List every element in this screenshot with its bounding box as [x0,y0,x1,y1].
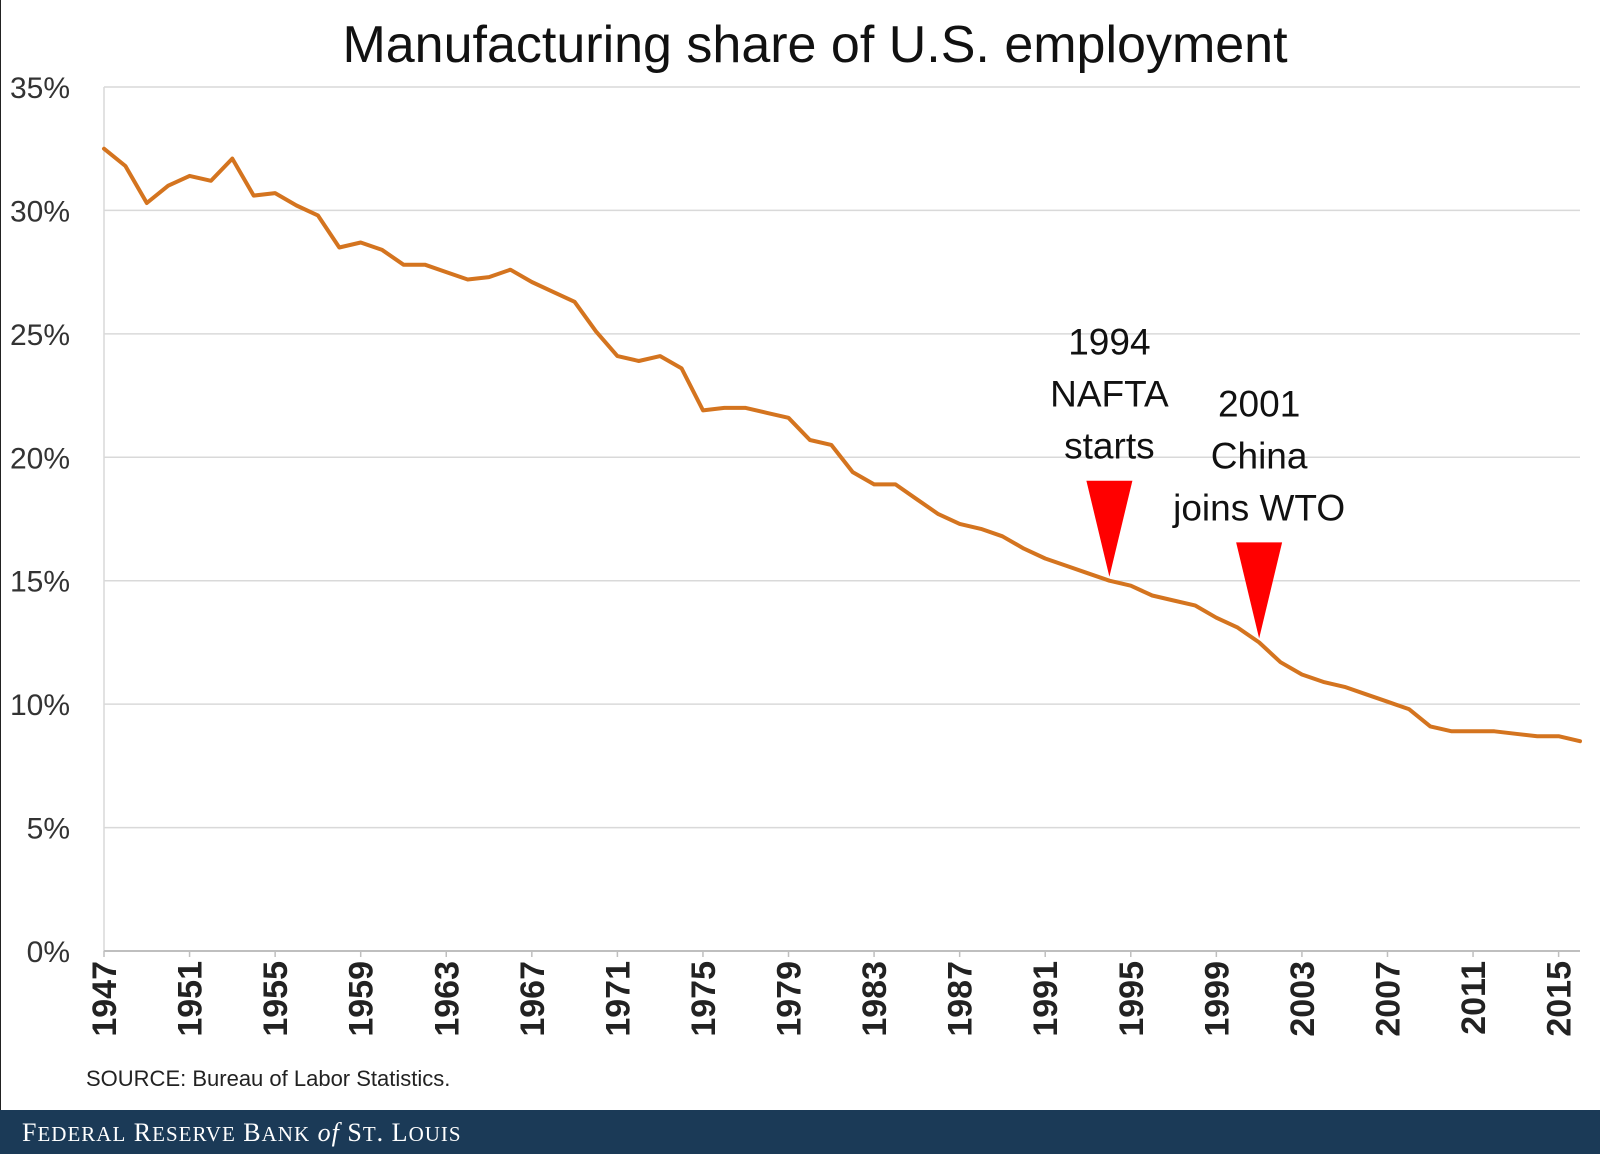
x-tick-label: 2015 [1541,961,1579,1037]
x-tick-label: 1951 [172,961,210,1037]
x-tick-label: 1971 [599,961,637,1037]
series-layer [102,146,1582,744]
x-tick-label: 1987 [942,961,980,1037]
footer-text-st: ST. [347,1118,385,1147]
footer-text-federal: FEDERAL [22,1118,127,1147]
annotation-label: 2001 [1218,383,1300,424]
y-tick-label: 5% [27,813,70,846]
annotation-label: China [1211,435,1308,476]
y-tick-label: 30% [10,195,70,228]
y-axis-ticks: 0% 5% 10% 15% 20% 25% 30% 35% [10,72,70,969]
footer-text-bank: BANK [243,1118,311,1147]
x-axis-ticks: 1947 1951 1955 1959 1963 1967 1971 1975 1979 1983… [86,951,1579,1037]
chart-title: Manufacturing share of U.S. employment [342,16,1288,74]
y-tick-label: 0% [27,936,70,969]
x-tick-label: 1959 [343,961,381,1037]
footer-text-of: of [317,1118,340,1147]
x-tick-label: 1955 [257,961,295,1037]
y-tick-label: 15% [10,566,70,599]
annotation-label: joins WTO [1172,487,1345,528]
x-tick-label: 2003 [1284,961,1322,1037]
footer-bar: FEDERAL RESERVE BANK of ST. LOUIS [0,1110,1600,1154]
annotation-label: NAFTA [1050,374,1169,415]
x-tick-label: 1979 [771,961,809,1037]
annotation-label: starts [1064,426,1154,467]
gridlines [103,86,1580,952]
annotation-layer: 1994 NAFTA starts 2001 China joins WTO [1050,322,1345,639]
annotation-label: 1994 [1068,322,1150,363]
x-tick-label: 1967 [514,961,552,1037]
x-tick-label: 1991 [1027,961,1065,1037]
footer-text-reserve: RESERVE [133,1118,236,1147]
series-line [102,146,1582,744]
x-tick-label: 1983 [856,961,894,1037]
annotation-marker [1086,480,1133,577]
x-tick-label: 2007 [1369,961,1407,1037]
x-tick-label: 1975 [685,961,723,1037]
y-tick-label: 35% [10,72,70,105]
x-tick-label: 1947 [86,961,124,1037]
footer-text-louis: LOUIS [391,1118,462,1147]
y-tick-label: 10% [10,689,70,722]
annotation-marker [1236,542,1283,639]
x-tick-label: 1995 [1113,961,1151,1037]
footer-logo-text: FEDERAL RESERVE BANK of ST. LOUIS [22,1118,462,1148]
source-note: SOURCE: Bureau of Labor Statistics. [86,1066,451,1091]
y-tick-label: 20% [10,442,70,475]
y-tick-label: 25% [10,319,70,352]
x-tick-label: 1963 [428,961,466,1037]
x-tick-label: 2011 [1455,961,1493,1035]
x-tick-label: 1999 [1198,961,1236,1037]
